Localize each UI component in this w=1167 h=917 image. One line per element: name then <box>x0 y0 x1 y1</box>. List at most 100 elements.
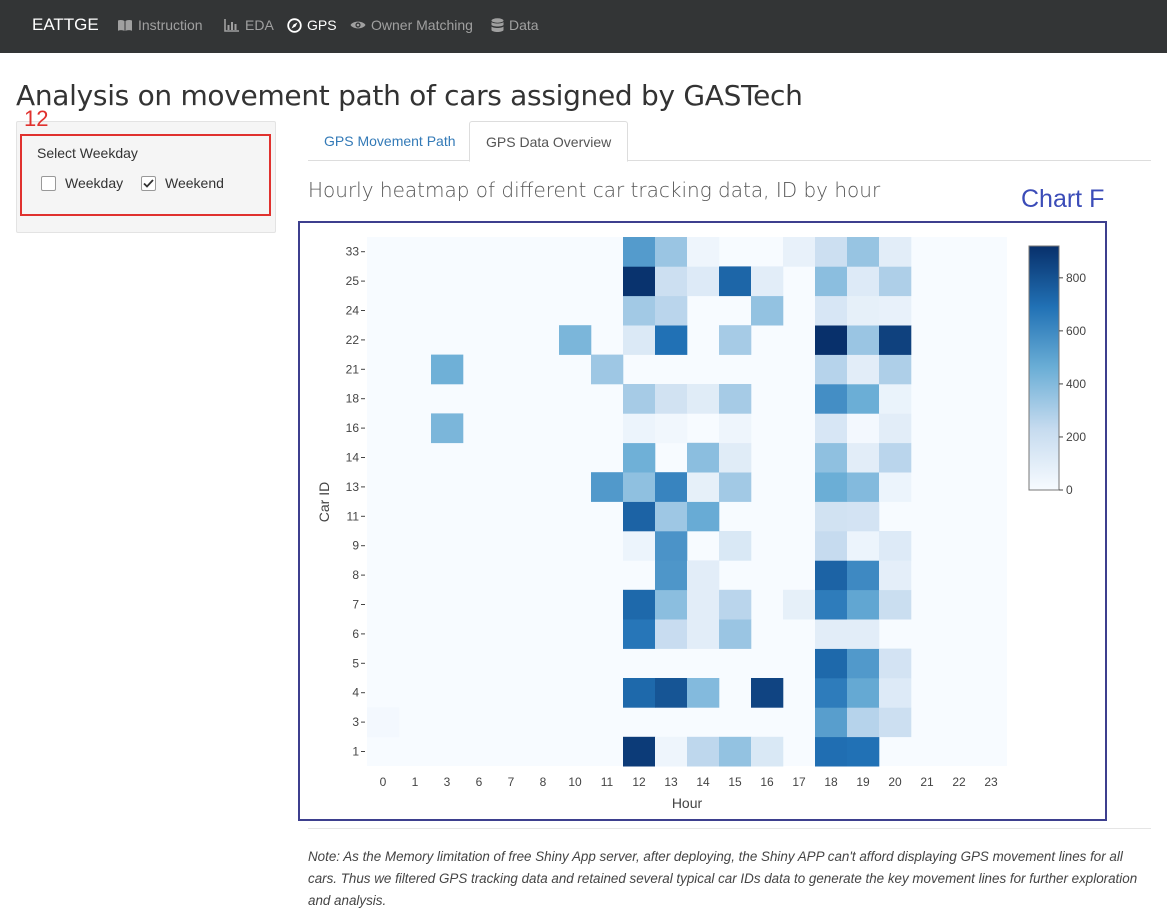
heatmap-cell[interactable] <box>719 589 752 620</box>
heatmap-cell[interactable] <box>655 736 688 767</box>
heatmap-cell[interactable] <box>431 354 464 385</box>
heatmap-cell[interactable] <box>687 589 720 620</box>
heatmap-cell[interactable] <box>879 531 912 561</box>
heatmap-cell[interactable] <box>719 736 752 767</box>
heatmap-cell[interactable] <box>655 295 688 326</box>
heatmap-cell[interactable] <box>623 589 656 620</box>
heatmap-cell[interactable] <box>623 295 656 326</box>
heatmap-cell[interactable] <box>559 325 592 355</box>
heatmap-cell[interactable] <box>623 472 656 502</box>
heatmap-cell[interactable] <box>719 619 752 649</box>
heatmap-cell[interactable] <box>687 619 720 649</box>
heatmap-cell[interactable] <box>815 266 848 297</box>
heatmap-cell[interactable] <box>655 413 688 444</box>
nav-item-data[interactable]: Data <box>491 17 539 33</box>
checkbox-weekday-box[interactable] <box>41 175 56 191</box>
heatmap-cell[interactable] <box>815 560 848 591</box>
heatmap-cell[interactable] <box>847 707 880 738</box>
nav-item-owner-matching[interactable]: Owner Matching <box>350 17 473 33</box>
heatmap-cell[interactable] <box>751 678 784 708</box>
heatmap-cell[interactable] <box>847 736 880 767</box>
heatmap-cell[interactable] <box>687 678 720 708</box>
heatmap-cell[interactable] <box>719 325 752 355</box>
heatmap-cell[interactable] <box>879 678 912 708</box>
heatmap-cell[interactable] <box>847 678 880 708</box>
heatmap-cell[interactable] <box>623 384 656 414</box>
heatmap-cell[interactable] <box>687 472 720 502</box>
heatmap-cell[interactable] <box>655 501 688 532</box>
heatmap-cell[interactable] <box>623 531 656 561</box>
heatmap-cell[interactable] <box>623 736 656 767</box>
heatmap-cell[interactable] <box>367 707 400 738</box>
heatmap-cell[interactable] <box>719 442 752 473</box>
heatmap-cell[interactable] <box>655 266 688 297</box>
heatmap-cell[interactable] <box>815 736 848 767</box>
heatmap-cell[interactable] <box>687 501 720 532</box>
heatmap-cell[interactable] <box>719 384 752 414</box>
heatmap-cell[interactable] <box>751 266 784 297</box>
heatmap-cell[interactable] <box>655 619 688 649</box>
heatmap-cell[interactable] <box>815 237 848 267</box>
heatmap-cell[interactable] <box>847 589 880 620</box>
heatmap-cell[interactable] <box>591 472 624 502</box>
heatmap-cell[interactable] <box>879 589 912 620</box>
heatmap-cell[interactable] <box>623 266 656 297</box>
heatmap-cell[interactable] <box>623 501 656 532</box>
heatmap-cell[interactable] <box>815 589 848 620</box>
heatmap-cell[interactable] <box>815 501 848 532</box>
heatmap-cell[interactable] <box>719 413 752 444</box>
heatmap-cell[interactable] <box>815 325 848 355</box>
heatmap-cell[interactable] <box>751 736 784 767</box>
heatmap-cell[interactable] <box>719 531 752 561</box>
tab-gps-movement-path[interactable]: GPS Movement Path <box>324 133 456 149</box>
heatmap-cell[interactable] <box>879 325 912 355</box>
heatmap-cell[interactable] <box>847 472 880 502</box>
heatmap-cell[interactable] <box>687 266 720 297</box>
heatmap-cell[interactable] <box>815 413 848 444</box>
heatmap-cell[interactable] <box>719 266 752 297</box>
heatmap-cell[interactable] <box>623 678 656 708</box>
heatmap-cell[interactable] <box>847 442 880 473</box>
heatmap-cell[interactable] <box>815 442 848 473</box>
heatmap-cell[interactable] <box>815 678 848 708</box>
heatmap-cell[interactable] <box>687 237 720 267</box>
heatmap-cell[interactable] <box>815 648 848 679</box>
heatmap-cell[interactable] <box>655 237 688 267</box>
heatmap-cell[interactable] <box>879 648 912 679</box>
heatmap-cell[interactable] <box>815 354 848 385</box>
heatmap-cell[interactable] <box>815 472 848 502</box>
heatmap-cell[interactable] <box>815 707 848 738</box>
heatmap-cell[interactable] <box>847 295 880 326</box>
navbar-brand[interactable]: EATTGE <box>32 15 99 34</box>
checkbox-weekend[interactable]: Weekend <box>141 175 224 191</box>
heatmap-cell[interactable] <box>879 266 912 297</box>
heatmap-cell[interactable] <box>687 384 720 414</box>
heatmap-cell[interactable] <box>879 413 912 444</box>
heatmap-cell[interactable] <box>815 384 848 414</box>
heatmap-cell[interactable] <box>879 472 912 502</box>
heatmap-cell[interactable] <box>687 560 720 591</box>
heatmap-cell[interactable] <box>591 354 624 385</box>
heatmap-cell[interactable] <box>847 354 880 385</box>
heatmap-cell[interactable] <box>847 413 880 444</box>
heatmap-cell[interactable] <box>783 589 816 620</box>
heatmap-cell[interactable] <box>751 295 784 326</box>
heatmap-cell[interactable] <box>847 501 880 532</box>
heatmap-cell[interactable] <box>815 295 848 326</box>
tab-gps-data-overview[interactable]: GPS Data Overview <box>469 121 629 162</box>
heatmap-cell[interactable] <box>655 325 688 355</box>
checkbox-weekday[interactable]: Weekday <box>41 175 123 191</box>
checkbox-weekend-box[interactable] <box>141 175 156 191</box>
nav-item-gps[interactable]: GPS <box>287 17 337 33</box>
heatmap-cell[interactable] <box>783 237 816 267</box>
heatmap-cell[interactable] <box>847 648 880 679</box>
heatmap-cell[interactable] <box>655 589 688 620</box>
heatmap-cell[interactable] <box>687 736 720 767</box>
heatmap-cell[interactable] <box>655 560 688 591</box>
heatmap-cell[interactable] <box>879 442 912 473</box>
heatmap-cell[interactable] <box>623 237 656 267</box>
heatmap-cell[interactable] <box>655 384 688 414</box>
heatmap-cell[interactable] <box>847 384 880 414</box>
heatmap-cell[interactable] <box>879 237 912 267</box>
heatmap-cell[interactable] <box>847 237 880 267</box>
